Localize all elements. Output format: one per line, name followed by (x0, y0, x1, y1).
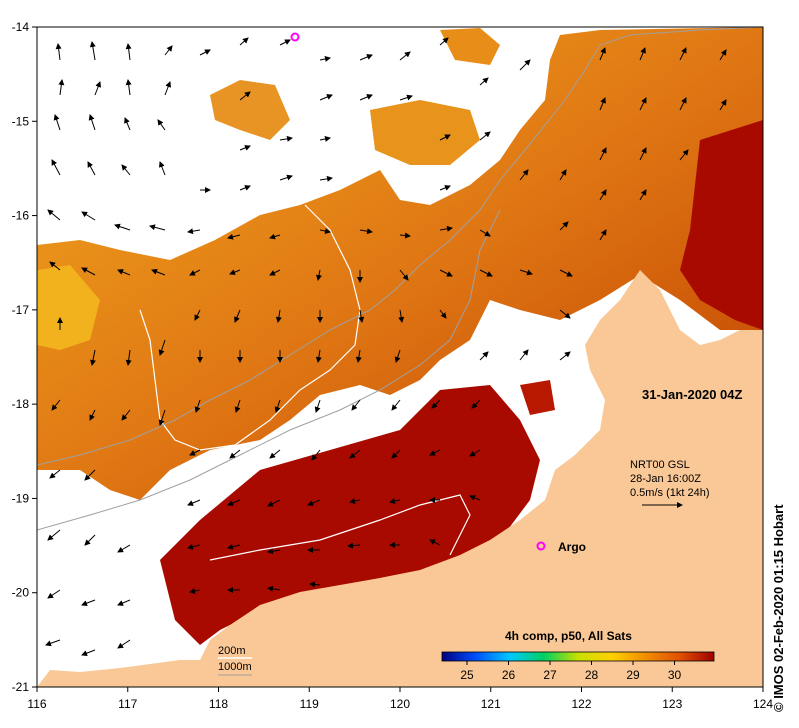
current-vectors (45, 37, 727, 657)
x-tick-label: 118 (209, 697, 228, 711)
colorbar-tick-label: 30 (668, 668, 682, 682)
y-tick-label: -18 (12, 397, 30, 411)
current-scale-label: 0.5m/s (1kt 24h) (630, 487, 709, 499)
colorbar (441, 651, 715, 662)
sst-field-northeast (440, 28, 500, 65)
y-tick-label: -20 (12, 586, 30, 600)
colorbar-title: 4h comp, p50, All Sats (505, 629, 632, 643)
colorbar-ticks: 25 26 27 28 29 30 (460, 661, 681, 682)
land-fill-bottom (37, 660, 763, 687)
sst-field-northwest (210, 80, 290, 140)
argo-float-marker (536, 541, 546, 551)
colorbar-tick-label: 26 (502, 668, 516, 682)
x-tick-label: 123 (662, 697, 682, 711)
contour-1000m (37, 27, 763, 531)
sst-field-main (37, 27, 763, 500)
x-tick-label: 120 (390, 697, 410, 711)
contour-200m-label: 200m (218, 645, 246, 657)
sst-field-hot-northeast (680, 120, 763, 330)
colorbar-tick-label: 28 (585, 668, 599, 682)
argo-label: Argo (558, 540, 586, 554)
x-tick-label: 124 (753, 697, 773, 711)
contour-1000m-label: 1000m (218, 661, 252, 673)
y-tick-label: -16 (12, 209, 30, 223)
argo-float-marker-north (290, 32, 300, 42)
y-tick-label: -17 (12, 303, 30, 317)
x-tick-label: 117 (118, 697, 137, 711)
y-tick-label: -15 (12, 114, 30, 128)
x-tick-label: 116 (27, 697, 46, 711)
current-source-label: NRT00 GSL (630, 459, 690, 471)
credit-text: © IMOS 02-Feb-2020 01:15 Hobart (771, 504, 786, 712)
land-mass (90, 270, 763, 687)
y-tick-label: -21 (12, 680, 30, 694)
y-tick-label: -19 (12, 491, 30, 505)
sst-field-north-cluster (370, 100, 480, 165)
x-axis: 116 117 118 119 120 121 122 123 124 (27, 687, 773, 711)
colorbar-tick-label: 29 (626, 668, 640, 682)
x-tick-label: 121 (481, 697, 501, 711)
x-tick-label: 119 (300, 697, 319, 711)
colorbar-tick-label: 25 (460, 668, 474, 682)
sst-field-red-patch (520, 380, 555, 415)
y-tick-label: -14 (12, 20, 30, 34)
x-tick-label: 122 (571, 697, 591, 711)
current-time-label: 28-Jan 16:00Z (630, 473, 701, 485)
map-timestamp: 31-Jan-2020 04Z (642, 387, 743, 402)
y-axis: -14 -15 -16 -17 -18 -19 -20 -21 (12, 20, 37, 694)
sst-field-west-yellow (37, 265, 100, 350)
colorbar-tick-label: 27 (543, 668, 557, 682)
sst-field-hot-south (160, 385, 540, 645)
